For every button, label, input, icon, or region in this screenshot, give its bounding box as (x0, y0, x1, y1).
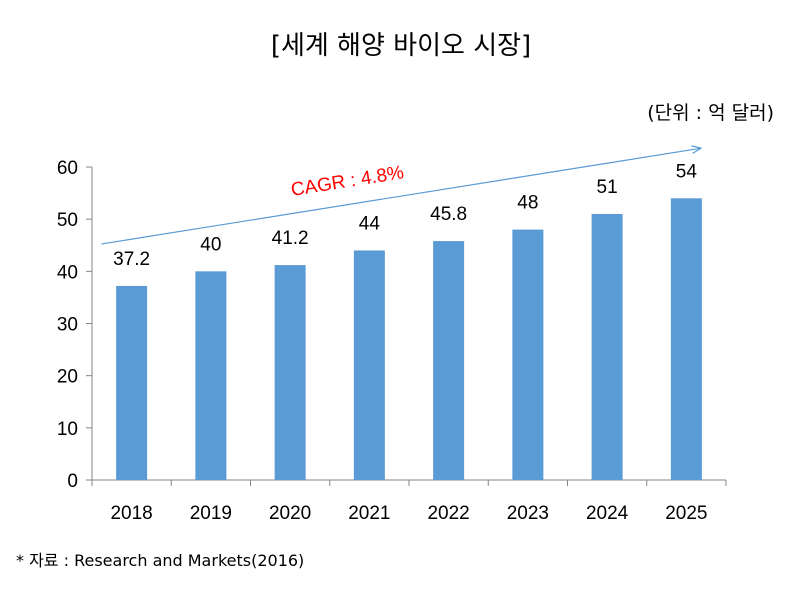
x-tick-label: 2024 (586, 503, 629, 524)
value-labels: 37.2 40 41.2 44 45.8 48 51 54 (113, 161, 697, 270)
y-tick-label: 20 (57, 367, 78, 388)
data-label: 54 (676, 161, 698, 182)
data-label: 48 (517, 193, 538, 214)
bar (433, 241, 465, 480)
y-tick-label: 40 (57, 262, 78, 283)
chart-title: [세계 해양 바이오 시장] (270, 31, 532, 61)
cagr-trend-arrow (101, 148, 701, 245)
x-tick-label: 2023 (507, 503, 549, 524)
x-tick-label: 2022 (427, 503, 469, 524)
y-tick-label: 60 (57, 158, 78, 179)
x-tick-label: 2021 (348, 503, 390, 524)
y-tick-label: 30 (57, 315, 78, 336)
bar (670, 198, 702, 481)
x-axis: 2018 2019 2020 2021 2022 2023 2024 2025 (91, 479, 727, 524)
y-axis: 0 10 20 30 40 50 60 (57, 158, 93, 492)
bar (591, 213, 623, 480)
data-label: 40 (200, 234, 221, 255)
bar (195, 271, 227, 480)
cagr-annotation: CAGR : 4.8% (289, 162, 405, 201)
bars (116, 198, 702, 481)
unit-label: (단위 : 억 달러) (647, 102, 774, 124)
x-tick-label: 2025 (665, 503, 707, 524)
data-label: 51 (597, 177, 618, 198)
source-note: * 자료 : Research and Markets(2016) (16, 551, 305, 570)
bar (116, 285, 148, 480)
y-tick-label: 10 (57, 419, 78, 440)
x-tick-label: 2018 (110, 503, 152, 524)
data-label: 41.2 (272, 228, 309, 249)
data-label: 44 (359, 213, 381, 234)
data-label: 45.8 (430, 204, 467, 225)
y-tick-label: 0 (67, 471, 78, 492)
x-tick-label: 2020 (269, 503, 311, 524)
bar (353, 250, 385, 480)
y-tick-label: 50 (57, 210, 78, 231)
x-tick-label: 2019 (190, 503, 232, 524)
data-label: 37.2 (113, 249, 150, 270)
bar (274, 265, 306, 480)
bar (512, 229, 544, 480)
